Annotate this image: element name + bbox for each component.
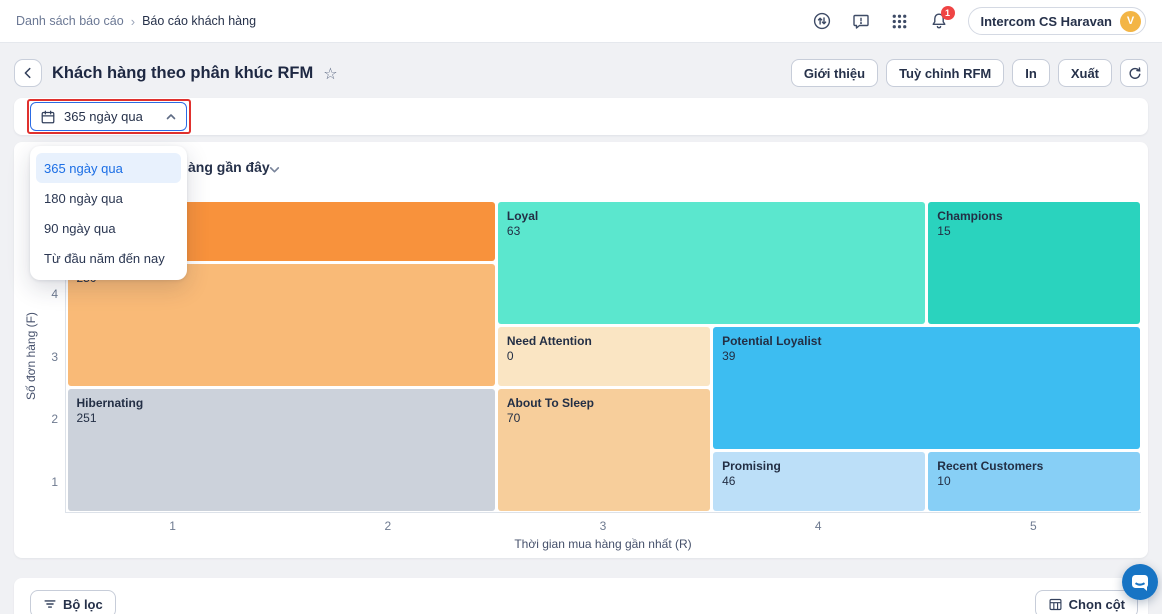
x-tick-label: 5	[1030, 519, 1037, 533]
y-tick-label: 4	[51, 286, 58, 301]
segment-label: Recent Customers	[937, 458, 1044, 473]
breadcrumb-item-customer-reports[interactable]: Báo cáo khách hàng	[142, 14, 257, 28]
breadcrumb-separator-icon: ›	[130, 13, 136, 29]
x-tick-label: 2	[384, 519, 392, 533]
date-option[interactable]: 90 ngày qua	[44, 220, 116, 236]
date-range-select[interactable]: 365 ngày qua	[30, 102, 187, 131]
filter-bar-card: 365 ngày qua 365 ngày qua 180 ngày qua 90 …	[14, 98, 1148, 280]
account-name: Intercom CS Haravan	[980, 13, 1113, 29]
treemap-segment-about-to-sleep[interactable]: About To Sleep 70	[497, 389, 711, 512]
segment-label: Promising	[722, 458, 781, 473]
page-header: Khách hàng theo phân khúc RFM ☆ Giới thi…	[14, 58, 1148, 88]
treemap-segment-potential-loyalist[interactable]: Potential Loyalist 39	[713, 326, 1141, 449]
y-tick-label: 2	[51, 412, 58, 427]
segment-value: 70	[506, 411, 521, 426]
segment-value: 0	[506, 348, 514, 363]
refresh-button[interactable]	[1120, 59, 1148, 87]
filters-button[interactable]: Bộ lọc	[30, 590, 116, 614]
y-axis-ticks: 4 3 2 1	[40, 200, 58, 513]
treemap-segment-need-attention[interactable]: Need Attention 0	[497, 326, 711, 387]
treemap-segment-promising[interactable]: Promising 46	[713, 451, 926, 512]
segment-label: Loyal	[506, 208, 539, 223]
top-bar: Danh sách báo cáo › Báo cáo khách hàng	[0, 0, 1162, 43]
chat-launcher-icon[interactable]	[1122, 564, 1158, 600]
segment-value: 39	[722, 348, 736, 363]
favorite-star-icon[interactable]: ☆	[323, 63, 338, 83]
breadcrumb-item-reports-list[interactable]: Danh sách báo cáo	[16, 14, 124, 28]
chevron-down-icon[interactable]	[268, 163, 281, 176]
x-tick-label: 3	[599, 519, 607, 533]
date-option[interactable]: Từ đầu năm đến nay	[44, 250, 165, 266]
x-tick-label: 4	[814, 519, 822, 533]
treemap-segment[interactable]: 250	[67, 264, 495, 387]
header-action-button[interactable]: In	[1012, 59, 1050, 87]
x-axis-ticks: 1 2 3 4 5	[65, 519, 1141, 533]
table-toolbar-card: Bộ lọc Chọn cột	[14, 578, 1148, 614]
back-button[interactable]	[14, 59, 42, 87]
segment-label: About To Sleep	[506, 396, 594, 411]
date-option[interactable]: 180 ngày qua	[44, 190, 123, 206]
choose-columns-button[interactable]: Chọn cột	[1034, 590, 1138, 614]
treemap-segment-champions[interactable]: Champions 15	[928, 201, 1141, 324]
treemap-segment-hibernating[interactable]: Hibernating 251	[67, 389, 495, 512]
chevron-up-icon	[165, 111, 177, 123]
feedback-icon[interactable]	[851, 11, 871, 31]
filter-icon	[44, 600, 56, 608]
header-action-button[interactable]: Tuỳ chỉnh RFM	[886, 59, 1005, 87]
columns-table-icon	[1049, 598, 1062, 610]
segment-label: Champions	[937, 208, 1003, 223]
history-icon[interactable]	[812, 11, 832, 31]
date-range-dropdown: 365 ngày qua 180 ngày qua 90 ngày qua Từ đầ…	[30, 146, 187, 280]
notification-badge: 1	[940, 6, 955, 20]
segment-value: 46	[722, 473, 736, 488]
segment-value: 63	[506, 223, 521, 238]
avatar: V	[1120, 10, 1141, 32]
header-actions: Giới thiệu Tuỳ chỉnh RFM In Xuất	[790, 59, 1112, 87]
treemap-segment-loyal[interactable]: Loyal 63	[497, 201, 926, 324]
segment-label: Need Attention	[506, 333, 592, 348]
apps-grid-icon[interactable]	[890, 11, 910, 31]
segment-value: 15	[937, 223, 951, 238]
rfm-treemap: 250Hibernating251Loyal63Champions15Need …	[65, 200, 1141, 513]
treemap-segment-recent-customers[interactable]: Recent Customers 10	[928, 451, 1141, 512]
calendar-icon	[41, 110, 55, 123]
page-title: Khách hàng theo phân khúc RFM	[52, 63, 314, 82]
header-action-button[interactable]: Giới thiệu	[790, 59, 879, 87]
breadcrumb: Danh sách báo cáo › Báo cáo khách hàng	[16, 14, 256, 29]
x-axis-title: Thời gian mua hàng gần nhất (R)	[514, 537, 692, 551]
account-menu[interactable]: Intercom CS Haravan V	[967, 7, 1146, 35]
x-tick-label: 1	[169, 519, 176, 533]
segment-label: Potential Loyalist	[722, 333, 822, 348]
segment-value: 251	[76, 411, 97, 426]
chart-title-partial[interactable]: àng gần đây	[188, 159, 270, 175]
segment-value: 10	[937, 473, 951, 488]
y-tick-label: 1	[51, 474, 58, 489]
header-action-button[interactable]: Xuất	[1057, 59, 1112, 87]
date-range-value: 365 ngày qua	[64, 109, 143, 124]
date-option[interactable]: 365 ngày qua	[36, 153, 181, 183]
y-tick-label: 3	[51, 349, 58, 364]
notifications-bell-icon[interactable]: 1	[929, 6, 955, 31]
segment-label: Hibernating	[76, 396, 144, 411]
